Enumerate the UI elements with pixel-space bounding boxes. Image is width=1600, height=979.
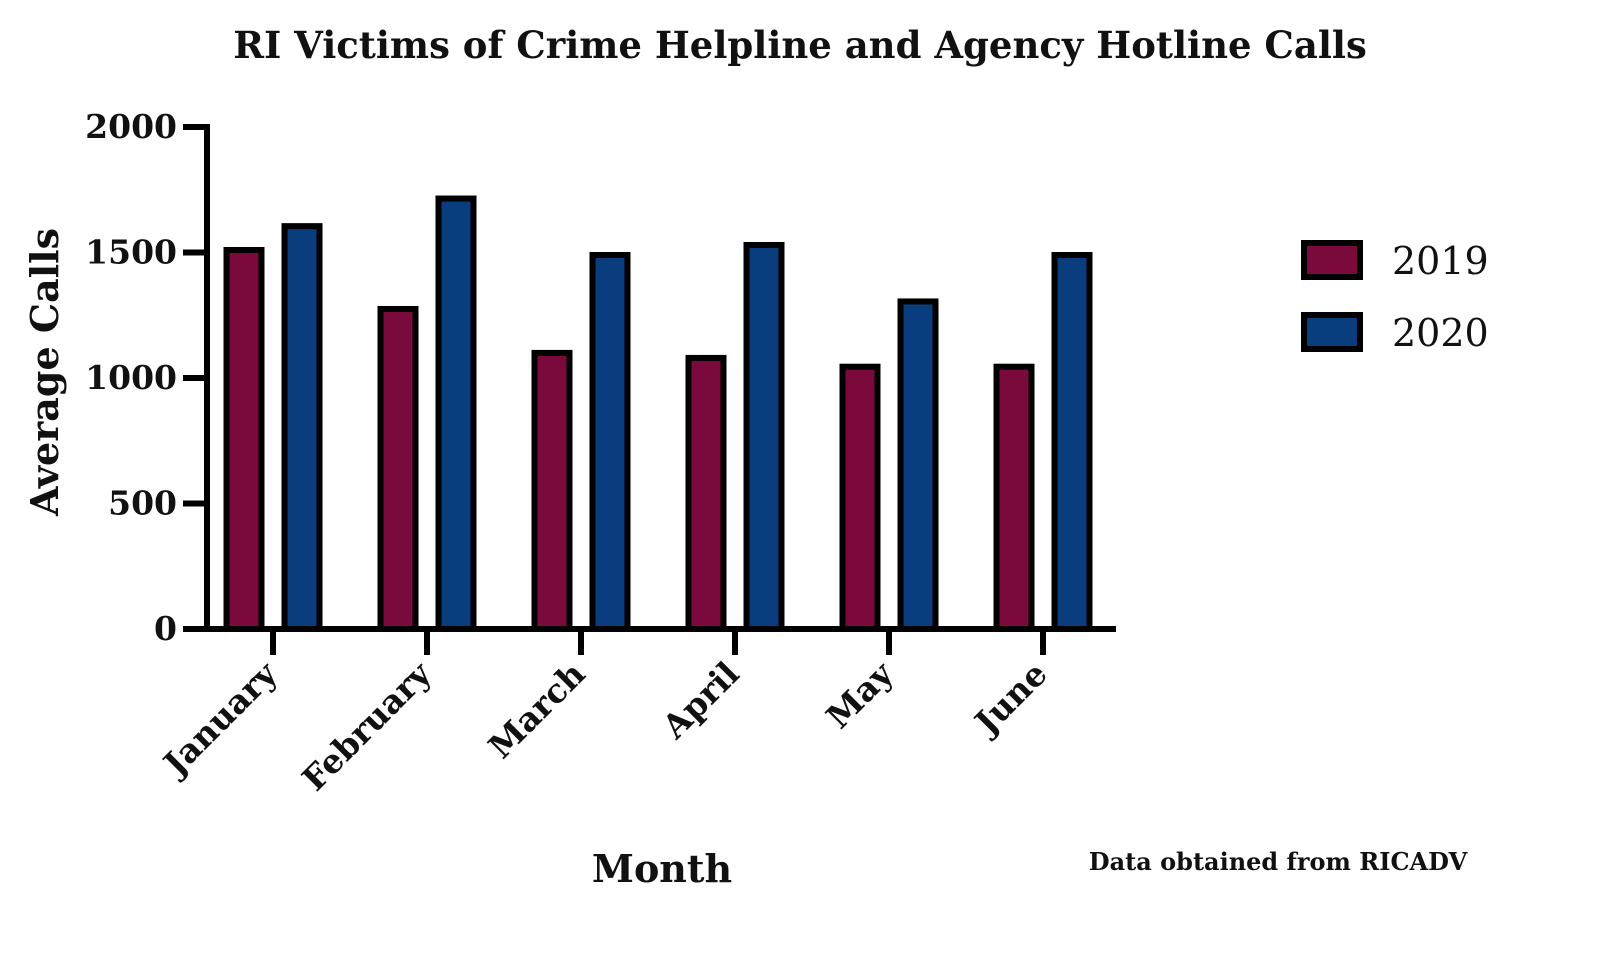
- bar-january-2019: January 2019: 1510: [223, 246, 265, 633]
- y-axis-ticks: 0 500 1000 1500 2000: [85, 107, 207, 648]
- bar-february-2019: February 2019: 1275: [377, 305, 419, 632]
- bar-may-2019: May 2019: 1045: [839, 363, 881, 632]
- x-tick-label-january: January: [154, 654, 285, 785]
- x-axis-ticks: January February March April May June: [154, 629, 1055, 798]
- legend-swatch-2019: [1301, 240, 1363, 280]
- legend-label-2020: 2020: [1392, 311, 1489, 355]
- bar-june-2020: June 2020: 1490: [1051, 252, 1093, 632]
- bar-april-2019: April 2019: 1080: [685, 354, 727, 632]
- bar-march-2020: March 2020: 1490: [589, 252, 631, 632]
- y-tick-label: 2000: [85, 107, 177, 146]
- y-tick-label: 500: [108, 484, 177, 523]
- legend-label-2019: 2019: [1392, 239, 1489, 283]
- bar-june-2019: June 2019: 1045: [993, 363, 1035, 632]
- x-tick-label-june: June: [965, 654, 1055, 744]
- y-tick-label: 1000: [85, 358, 177, 397]
- y-tick-label: 0: [154, 609, 177, 648]
- plot-area: January 2019: 1510 January 2020: 1605 Febr…: [223, 195, 1093, 633]
- x-tick-label-may: May: [819, 654, 902, 737]
- bar-march-2019: March 2019: 1100: [531, 349, 573, 632]
- y-tick-label: 1500: [85, 233, 177, 272]
- y-axis-title: Average Calls: [22, 228, 67, 517]
- chart-title: RI Victims of Crime Helpline and Agency …: [233, 23, 1367, 67]
- x-tick-label-march: March: [481, 654, 593, 766]
- x-tick-label-february: February: [294, 654, 439, 799]
- bar-january-2020: January 2020: 1605: [281, 223, 323, 633]
- x-tick-label-april: April: [654, 654, 747, 747]
- x-axis-title: Month: [592, 846, 732, 891]
- bar-may-2020: May 2020: 1305: [897, 298, 939, 632]
- legend-swatch-2020: [1301, 312, 1363, 352]
- bar-april-2020: April 2020: 1530: [743, 241, 785, 632]
- legend: 2019 2020: [1301, 239, 1489, 355]
- source-note: Data obtained from RICADV: [1089, 847, 1468, 876]
- bar-february-2020: February 2020: 1715: [435, 195, 477, 632]
